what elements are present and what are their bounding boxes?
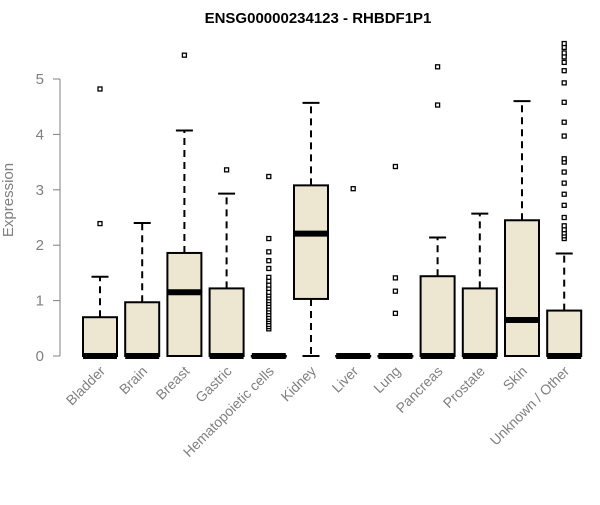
box-iqr [504, 219, 540, 357]
box-plot-4 [250, 173, 287, 359]
outlier-point [561, 169, 567, 175]
box-plot-6 [335, 186, 372, 359]
outlier-point [392, 275, 399, 281]
box-plot-1 [124, 222, 161, 359]
outlier-point [561, 50, 567, 56]
box-plot-9 [461, 212, 498, 359]
outlier-point [561, 191, 567, 197]
outlier-point [266, 258, 272, 264]
outlier-point [561, 202, 567, 208]
outlier-point [561, 68, 567, 74]
outlier-point [350, 186, 356, 192]
outlier-point [392, 163, 399, 170]
x-tick-label: Unknown / Other [487, 363, 573, 449]
box-plot-3 [208, 167, 245, 359]
outlier-point [561, 223, 567, 229]
box-iqr [293, 184, 329, 300]
box-iqr [461, 287, 498, 357]
outlier-point [561, 214, 567, 221]
outlier-point [223, 167, 230, 173]
outlier-point [266, 173, 272, 180]
outlier-point [181, 52, 188, 58]
x-tick-label: Lung [370, 363, 403, 396]
outlier-point [561, 80, 567, 86]
outlier-point [392, 310, 399, 316]
box-plot-11 [546, 40, 583, 359]
box-plot-8 [419, 64, 456, 359]
outlier-point [561, 119, 567, 125]
x-tick-label: Skin [500, 363, 531, 394]
x-tick-label: Prostate [440, 363, 488, 411]
x-tick-label: Brain [116, 363, 150, 397]
y-axis-title: Expression [0, 163, 17, 237]
outlier-point [266, 265, 272, 272]
box-iqr [546, 309, 583, 357]
y-tick-label: 4 [36, 126, 44, 143]
outlier-point [561, 180, 567, 186]
x-tick-label: Breast [153, 363, 193, 403]
outlier-point [97, 220, 103, 227]
box-plot-7 [377, 163, 414, 359]
outlier-point [561, 156, 567, 162]
x-tick-label: Pancreas [393, 363, 446, 416]
x-tick-label: Bladder [63, 363, 109, 409]
outlier-point [392, 288, 399, 294]
box-plot-0 [82, 86, 118, 359]
outlier-point [266, 235, 272, 242]
box-iqr [166, 251, 203, 357]
box-iqr [124, 301, 161, 357]
box-iqr [419, 275, 456, 357]
y-tick-label: 0 [36, 348, 44, 365]
box-iqr [208, 287, 245, 357]
x-tick-label: Liver [329, 363, 362, 396]
outlier-point [561, 59, 567, 66]
chart-title: ENSG00000234123 - RHBDF1P1 [205, 10, 432, 27]
outlier-point [434, 64, 441, 70]
outlier-point [561, 40, 567, 47]
x-tick-label: Kidney [278, 363, 320, 405]
outlier-point [97, 86, 103, 92]
outlier-point [561, 99, 567, 105]
outlier-point [266, 274, 272, 280]
outlier-point [266, 249, 272, 255]
y-tick-label: 5 [36, 71, 44, 88]
y-tick-label: 2 [36, 237, 44, 254]
outlier-point [434, 102, 441, 108]
outlier-point [561, 133, 567, 139]
box-plot-5 [293, 101, 329, 357]
y-tick-label: 3 [36, 182, 44, 199]
box-group [82, 40, 583, 359]
box-iqr [82, 316, 118, 357]
y-tick-label: 1 [36, 293, 44, 310]
y-axis: 0 1 2 3 4 5 [36, 71, 61, 365]
box-plot-2 [166, 52, 203, 357]
box-plot-10 [504, 100, 540, 357]
